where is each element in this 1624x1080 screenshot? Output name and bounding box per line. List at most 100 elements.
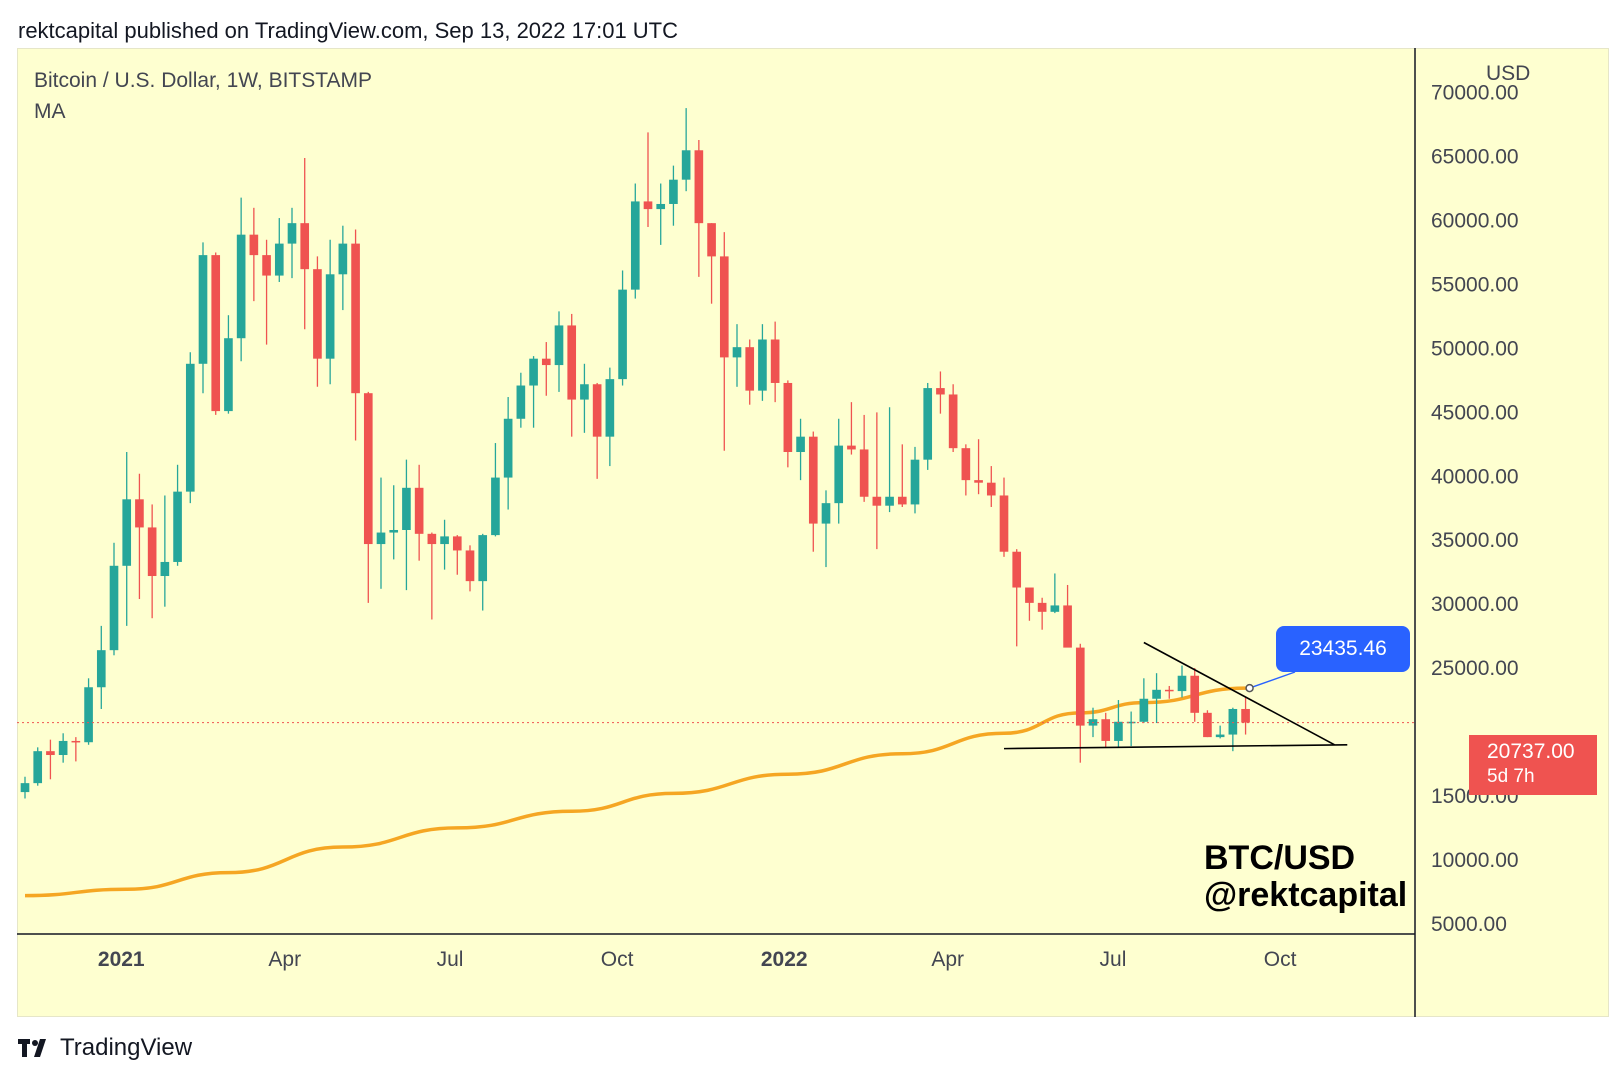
candle[interactable] <box>389 485 399 560</box>
candle[interactable] <box>630 183 640 299</box>
candle[interactable] <box>1075 643 1085 763</box>
candle[interactable] <box>745 339 755 405</box>
descending-trendline[interactable] <box>1143 641 1335 746</box>
candle[interactable] <box>452 535 462 575</box>
candle[interactable] <box>363 391 373 603</box>
candle[interactable] <box>821 490 831 568</box>
candle[interactable] <box>414 464 424 561</box>
candle[interactable] <box>58 733 68 763</box>
candle[interactable] <box>554 311 564 392</box>
candle[interactable] <box>669 165 678 226</box>
candle[interactable] <box>618 270 627 386</box>
candle[interactable] <box>1012 549 1022 647</box>
candle[interactable] <box>872 412 882 550</box>
candle[interactable] <box>948 384 958 453</box>
candle[interactable] <box>961 444 971 496</box>
candle[interactable] <box>71 737 81 762</box>
candle[interactable] <box>694 140 704 277</box>
candle[interactable] <box>567 313 577 437</box>
candle[interactable] <box>160 495 170 607</box>
candle[interactable] <box>313 256 322 387</box>
candle[interactable] <box>897 444 907 507</box>
candle[interactable] <box>808 431 818 552</box>
candle[interactable] <box>300 157 310 330</box>
candle[interactable] <box>1050 573 1060 614</box>
candle[interactable] <box>923 382 933 470</box>
candle[interactable] <box>1037 597 1047 630</box>
candle[interactable] <box>1177 665 1187 698</box>
candle[interactable] <box>122 452 132 626</box>
candle[interactable] <box>847 402 856 455</box>
candle[interactable] <box>402 459 411 591</box>
candle[interactable] <box>147 504 157 619</box>
candle[interactable] <box>249 207 259 302</box>
candle[interactable] <box>910 446 920 514</box>
candle[interactable] <box>1025 587 1034 621</box>
support-trendline[interactable] <box>1003 743 1348 750</box>
candle[interactable] <box>643 132 653 227</box>
candle[interactable] <box>605 367 615 467</box>
candle[interactable] <box>287 207 297 279</box>
candle[interactable] <box>974 439 983 495</box>
candle[interactable] <box>440 519 449 570</box>
candle[interactable] <box>325 239 335 385</box>
candle[interactable] <box>885 407 894 513</box>
candle[interactable] <box>1203 710 1212 738</box>
candle[interactable] <box>376 477 386 589</box>
candle[interactable] <box>516 372 526 428</box>
candle[interactable] <box>478 533 488 611</box>
candle[interactable] <box>1241 697 1250 735</box>
candle[interactable] <box>96 625 106 709</box>
candle[interactable] <box>1101 712 1111 748</box>
candle[interactable] <box>1190 668 1200 722</box>
candle[interactable] <box>262 239 271 345</box>
candle[interactable] <box>1164 685 1174 699</box>
candle[interactable] <box>465 545 475 592</box>
candle[interactable] <box>936 371 945 414</box>
candle[interactable] <box>427 532 437 620</box>
candle[interactable] <box>1114 700 1123 748</box>
candle[interactable] <box>1228 707 1238 752</box>
candle[interactable] <box>1126 711 1136 747</box>
candle[interactable] <box>834 418 844 524</box>
candle[interactable] <box>351 229 360 441</box>
candle[interactable] <box>173 464 182 566</box>
candle[interactable] <box>783 380 793 468</box>
candle[interactable] <box>135 473 144 600</box>
candle[interactable] <box>1215 725 1225 739</box>
candle[interactable] <box>20 776 30 799</box>
candle[interactable] <box>224 315 233 414</box>
candle[interactable] <box>758 324 767 401</box>
candle[interactable] <box>719 232 729 451</box>
candle[interactable] <box>580 363 589 433</box>
candle[interactable] <box>529 356 538 428</box>
candle[interactable] <box>1139 678 1149 724</box>
candle[interactable] <box>236 197 246 362</box>
candle[interactable] <box>84 678 93 745</box>
candle[interactable] <box>185 352 195 504</box>
candle[interactable] <box>707 223 716 304</box>
candle[interactable] <box>859 414 869 502</box>
candle[interactable] <box>46 739 55 780</box>
candle[interactable] <box>770 321 780 403</box>
candle[interactable] <box>1063 584 1072 648</box>
candle[interactable] <box>33 747 43 786</box>
candle[interactable] <box>1152 673 1161 724</box>
candle[interactable] <box>796 418 805 481</box>
candle[interactable] <box>732 324 742 387</box>
footer-brand[interactable]: TradingView <box>18 1034 192 1062</box>
candle[interactable] <box>198 242 208 394</box>
candle[interactable] <box>656 183 666 245</box>
candle[interactable] <box>986 466 996 507</box>
candle[interactable] <box>681 108 691 192</box>
candle[interactable] <box>592 382 602 479</box>
candle[interactable] <box>491 443 500 537</box>
price-chart[interactable]: 70000.00 65000.00 60000.00 55000.00 50000.00… <box>17 48 1609 1017</box>
candle[interactable] <box>999 477 1009 557</box>
candle[interactable] <box>109 542 119 656</box>
candle[interactable] <box>274 218 284 282</box>
candle[interactable] <box>338 225 348 311</box>
candle[interactable] <box>503 397 513 510</box>
candle[interactable] <box>211 252 221 415</box>
candle[interactable] <box>541 342 551 396</box>
